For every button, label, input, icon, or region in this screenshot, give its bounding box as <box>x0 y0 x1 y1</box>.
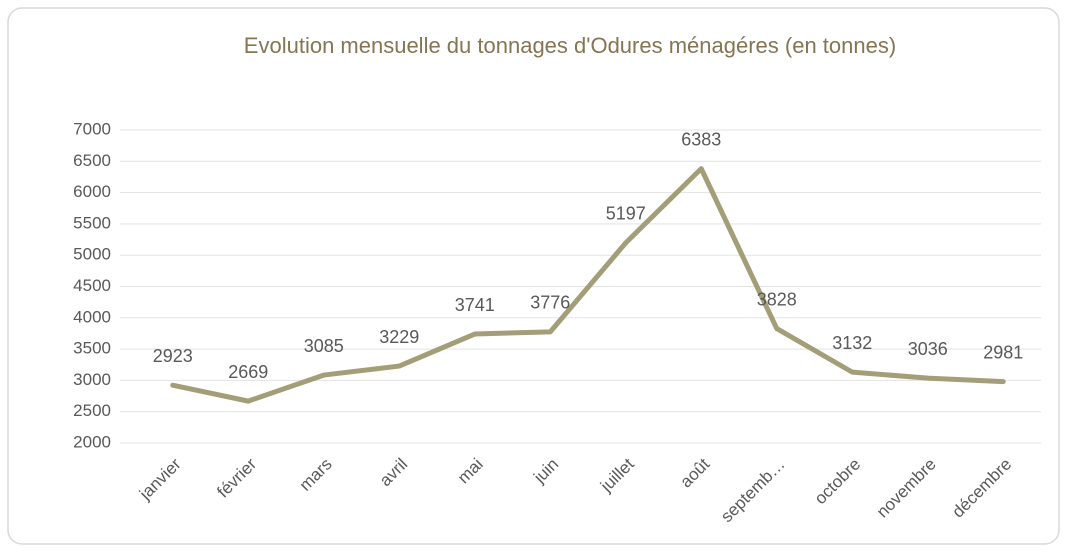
y-tick-label: 3000 <box>73 370 111 389</box>
data-label: 3741 <box>455 295 495 315</box>
y-tick-label: 5000 <box>73 245 111 264</box>
y-tick-label: 5500 <box>73 213 111 232</box>
y-tick-label: 6500 <box>73 151 111 170</box>
data-label: 2669 <box>228 362 268 382</box>
chart-title: Evolution mensuelle du tonnages d'Odures… <box>244 33 896 58</box>
y-tick-label: 2000 <box>73 432 111 451</box>
data-label: 6383 <box>681 129 721 149</box>
data-label: 3036 <box>908 339 948 359</box>
data-label: 3229 <box>379 327 419 347</box>
y-tick-label: 6000 <box>73 182 111 201</box>
y-tick-label: 4000 <box>73 307 111 326</box>
y-tick-label: 3500 <box>73 339 111 358</box>
data-label: 3085 <box>304 336 344 356</box>
data-label: 2923 <box>153 346 193 366</box>
y-tick-label: 2500 <box>73 401 111 420</box>
data-label: 5197 <box>606 204 646 224</box>
y-tick-label: 7000 <box>73 119 111 138</box>
data-label: 3828 <box>757 289 797 309</box>
data-label: 3132 <box>832 333 872 353</box>
line <box>170 166 1006 404</box>
data-label: 2981 <box>983 342 1023 362</box>
chart-frame <box>7 7 1060 545</box>
y-tick-label: 4500 <box>73 276 111 295</box>
data-label: 3776 <box>530 293 570 313</box>
